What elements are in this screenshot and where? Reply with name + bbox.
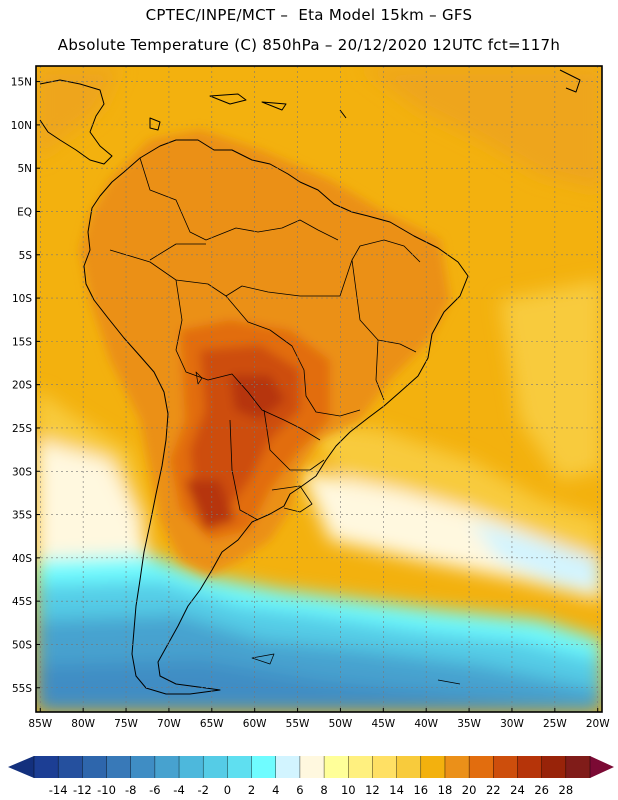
temperature-colorbar xyxy=(8,756,614,778)
longitude-tick-label: 45W xyxy=(371,718,395,730)
colorbar-label: 28 xyxy=(559,783,574,797)
longitude-tick-label: 75W xyxy=(114,718,138,730)
colorbar-swatch xyxy=(58,756,83,778)
colorbar-swatch xyxy=(396,756,422,778)
colorbar-swatch xyxy=(372,756,398,778)
colorbar-label: 2 xyxy=(248,783,255,797)
latitude-tick-label: 40S xyxy=(12,553,32,565)
colorbar-swatch xyxy=(82,756,108,778)
colorbar-swatch xyxy=(227,756,253,778)
latitude-tick-label: 35S xyxy=(12,510,32,522)
colorbar-label: -12 xyxy=(73,783,92,797)
colorbar-high-arrow xyxy=(590,756,614,778)
longitude-tick-label: 80W xyxy=(71,718,95,730)
map-subtitle: Absolute Temperature (C) 850hPa – 20/12/… xyxy=(57,36,561,54)
longitude-tick-label: 85W xyxy=(28,718,52,730)
colorbar-swatch xyxy=(517,756,543,778)
south-america-coastline xyxy=(83,139,469,695)
colorbar-swatch xyxy=(299,756,325,778)
coastline-layer xyxy=(39,69,581,695)
colorbar-swatch xyxy=(106,756,132,778)
colorbar-label: -4 xyxy=(173,783,184,797)
colorbar-label: 4 xyxy=(272,783,279,797)
colorbar-label: -14 xyxy=(49,783,68,797)
longitude-tick-label: 70W xyxy=(157,718,181,730)
latitude-tick-label: EQ xyxy=(17,206,32,218)
longitude-tick-label: 55W xyxy=(286,718,310,730)
map-frame xyxy=(35,65,603,713)
lakes xyxy=(195,371,461,685)
colorbar-swatch xyxy=(251,756,277,778)
colorbar-label: 16 xyxy=(413,783,428,797)
colorbar-swatch xyxy=(444,756,470,778)
latitude-tick-label: 15S xyxy=(12,336,32,348)
latitude-tick-label: 5N xyxy=(17,163,32,175)
longitude-tick-label: 25W xyxy=(543,718,567,730)
colorbar-low-arrow xyxy=(8,756,34,778)
colorbar-label: 22 xyxy=(486,783,501,797)
colorbar-labels: -14 -12 -10 -8 -6 -4 -2 0 2 4 6 8 10 12 14 16 18 20 22 24 26… xyxy=(49,783,573,797)
longitude-tick-label: 30W xyxy=(500,718,524,730)
colorbar-label: -8 xyxy=(125,783,136,797)
colorbar-label: 0 xyxy=(224,783,231,797)
latitude-tick-label: 45S xyxy=(12,596,32,608)
longitude-tick-label: 40W xyxy=(414,718,438,730)
colorbar-swatch xyxy=(203,756,228,778)
colorbar-label: 26 xyxy=(534,783,549,797)
colorbar-swatch xyxy=(420,756,446,778)
colorbar-swatch xyxy=(469,756,494,778)
latitude-tick-label: 50S xyxy=(12,639,32,651)
colorbar-swatch xyxy=(541,756,567,778)
caribbean-islands xyxy=(149,69,581,131)
latitude-tick-label: 10N xyxy=(11,120,32,132)
colorbar-label: 6 xyxy=(296,783,303,797)
colorbar-swatch xyxy=(34,756,59,778)
colorbar-label: 24 xyxy=(510,783,525,797)
colorbar-swatch xyxy=(348,756,373,778)
longitude-tick-label: 60W xyxy=(243,718,267,730)
temperature-field xyxy=(36,66,602,712)
colorbar-label: 14 xyxy=(389,783,404,797)
colorbar-swatch xyxy=(130,756,156,778)
latitude-tick-label: 20S xyxy=(12,380,32,392)
map-title: CPTEC/INPE/MCT – Eta Model 15km – GFS xyxy=(145,6,473,24)
colorbar-label: -2 xyxy=(197,783,208,797)
colorbar-label: 18 xyxy=(438,783,453,797)
graticule xyxy=(36,66,602,712)
latitude-labels: 15N 10N 5N EQ 5S 10S 15S 20S 25S 30S 35S 40S 45S 50S 5… xyxy=(11,77,40,695)
colorbar-swatch xyxy=(154,756,180,778)
latitude-tick-label: 25S xyxy=(12,423,32,435)
central-america-coastline xyxy=(39,79,113,165)
longitude-tick-label: 35W xyxy=(457,718,481,730)
colorbar-label: 10 xyxy=(341,783,356,797)
latitude-tick-label: 55S xyxy=(12,683,32,695)
colorbar-swatch xyxy=(565,756,591,778)
colorbar-label: -10 xyxy=(97,783,116,797)
longitude-labels: 85W 80W 75W 70W 65W 60W 55W 50W 45W 40W 35W 30W 25W 2… xyxy=(28,708,610,730)
colorbar-swatch xyxy=(275,756,301,778)
colorbar-label: 20 xyxy=(462,783,477,797)
colorbar-swatch xyxy=(179,756,204,778)
country-borders xyxy=(109,157,421,521)
longitude-tick-label: 65W xyxy=(200,718,224,730)
longitude-tick-label: 50W xyxy=(329,718,353,730)
latitude-tick-label: 30S xyxy=(12,466,32,478)
colorbar-swatch xyxy=(324,756,349,778)
colorbar-swatch xyxy=(493,756,518,778)
colorbar-label: 8 xyxy=(320,783,327,797)
latitude-tick-label: 15N xyxy=(11,77,32,89)
latitude-tick-label: 10S xyxy=(12,293,32,305)
longitude-tick-label: 20W xyxy=(586,718,610,730)
colorbar-label: 12 xyxy=(365,783,380,797)
colorbar-label: -6 xyxy=(149,783,160,797)
latitude-tick-label: 5S xyxy=(19,250,33,262)
